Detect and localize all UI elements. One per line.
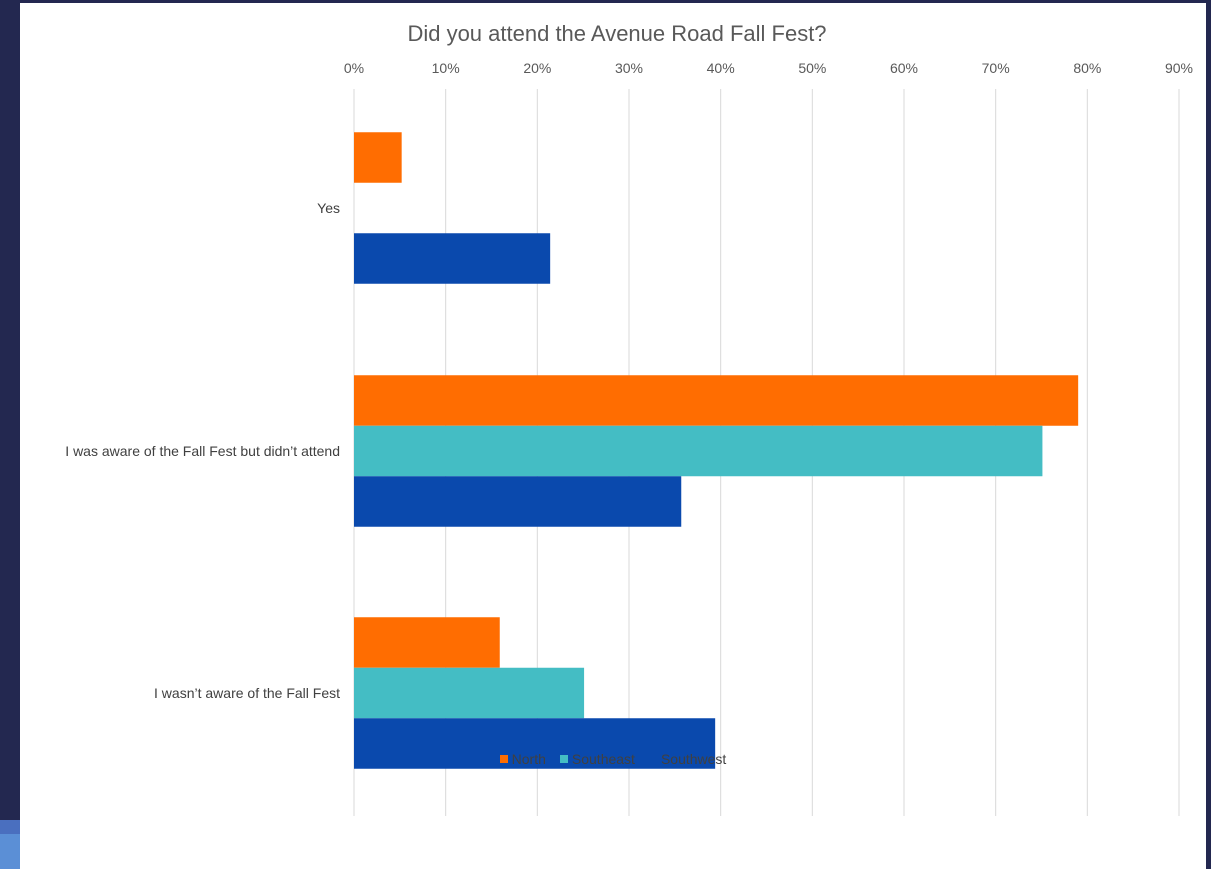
legend-label: North [511,751,546,767]
chart-title: Did you attend the Avenue Road Fall Fest… [407,21,826,46]
legend-item-southwest: Southwest [648,751,727,767]
bar-southwest-1 [354,476,682,527]
x-tick-label: 60% [890,60,918,76]
bar-southeast-1 [354,425,1043,477]
bar-north-0 [354,132,402,183]
x-tick-label: 30% [615,60,643,76]
x-tick-label: 20% [523,60,551,76]
category-label: Yes [317,200,340,216]
chart-card: Did you attend the Avenue Road Fall Fest… [20,3,1206,869]
bar-north-2 [354,617,500,668]
legend-swatch [648,755,657,763]
legend-label: Southeast [571,751,635,767]
x-tick-label: 10% [432,60,460,76]
x-tick-label: 0% [344,60,364,76]
x-tick-label: 40% [707,60,735,76]
x-tick-label: 80% [1073,60,1101,76]
bar-chart: Did you attend the Avenue Road Fall Fest… [65,21,1193,816]
bar-southwest-0 [354,233,551,284]
bar-north-1 [354,375,1079,426]
legend-label: Southwest [660,751,727,767]
legend-swatch [559,755,568,763]
bars [354,132,1079,769]
x-tick-label: 90% [1165,60,1193,76]
bar-southeast-2 [354,667,585,719]
x-tick-label: 70% [982,60,1010,76]
legend-item-southeast: Southeast [559,751,635,767]
category-label: I wasn’t aware of the Fall Fest [154,685,340,701]
category-label: I was aware of the Fall Fest but didn’t … [65,443,340,459]
legend-swatch [499,755,508,763]
x-axis-ticks: 0% 10% 20% 30% 40% 50% 60% 70% 80% 90% [344,60,1193,76]
left-accent-bar-top [0,820,20,834]
legend-item-north: North [499,751,546,767]
category-labels: Yes I was aware of the Fall Fest but didn… [65,200,340,701]
legend: North Southeast Southwest [20,751,1206,767]
x-tick-label: 50% [798,60,826,76]
